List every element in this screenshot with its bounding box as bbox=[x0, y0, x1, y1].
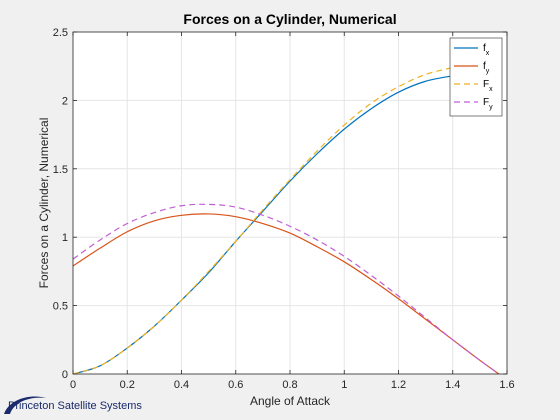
series-line-fx-dashed bbox=[73, 66, 453, 374]
chart-title: Forces on a Cylinder, Numerical bbox=[183, 11, 396, 27]
legend-entry-label: Fx bbox=[483, 79, 493, 93]
x-tick-label: 0.6 bbox=[228, 379, 243, 391]
legend-entry-name: F bbox=[483, 79, 489, 90]
legend-box bbox=[449, 37, 503, 117]
y-tick-label: 0 bbox=[62, 369, 68, 381]
legend-entry-subscript: y bbox=[486, 68, 490, 75]
y-axis-label: Forces on a Cylinder, Numerical bbox=[37, 118, 51, 289]
x-tick-label: 0.2 bbox=[120, 379, 135, 391]
legend-entry-subscript: x bbox=[489, 86, 493, 93]
x-tick-label: 1 bbox=[341, 379, 347, 391]
y-tick-label: 0.5 bbox=[53, 301, 68, 313]
legend-entry-name: f bbox=[483, 43, 486, 54]
y-tick-label: 1 bbox=[62, 232, 68, 244]
x-tick-label: 0 bbox=[70, 379, 76, 391]
legend-entry-subscript: y bbox=[489, 104, 493, 111]
x-tick-label: 0.4 bbox=[174, 379, 189, 391]
y-tick-label: 2 bbox=[62, 95, 68, 107]
legend-entry-name: f bbox=[483, 61, 486, 72]
company-logo-swoosh-icon bbox=[4, 396, 46, 414]
x-axis-label: Angle of Attack bbox=[250, 394, 331, 408]
company-logo-text: Princeton Satellite Systems bbox=[8, 400, 142, 412]
legend-entry-label: Fy bbox=[483, 97, 493, 111]
y-tick-label: 1.5 bbox=[53, 164, 68, 176]
x-tick-label: 1.4 bbox=[445, 379, 460, 391]
legend-entry-name: F bbox=[483, 97, 489, 108]
legend-entry-label: fy bbox=[483, 61, 490, 75]
axes-box bbox=[72, 31, 508, 375]
legend-entry-label: fx bbox=[483, 43, 490, 57]
y-tick-label: 2.5 bbox=[53, 27, 68, 39]
series-line-fy bbox=[73, 213, 500, 374]
x-tick-label: 1.6 bbox=[499, 379, 514, 391]
legend-entry-subscript: x bbox=[486, 50, 490, 57]
x-tick-label: 0.8 bbox=[282, 379, 297, 391]
series-line-fy-dashed bbox=[73, 203, 500, 374]
x-tick-label: 1.2 bbox=[391, 379, 406, 391]
